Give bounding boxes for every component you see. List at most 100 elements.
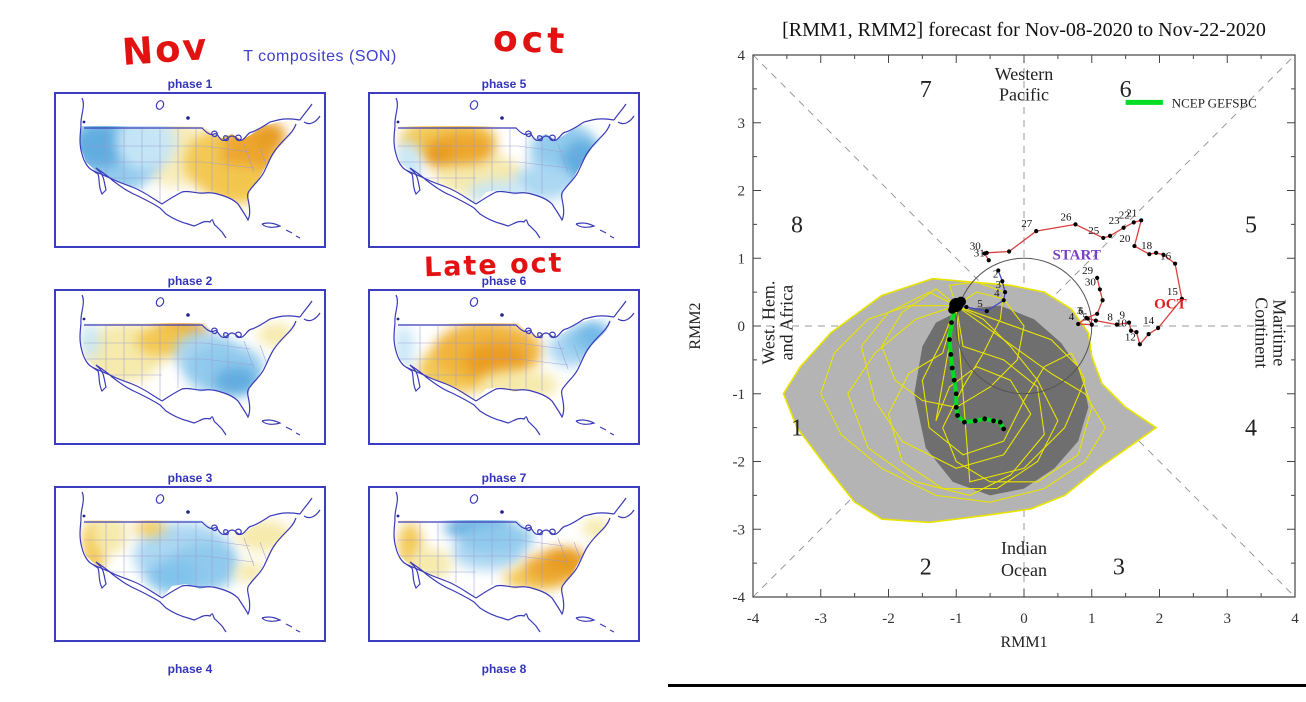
coastlines [393, 97, 635, 239]
map-label: phase 7 [481, 471, 527, 485]
svg-text:22: 22 [1119, 209, 1130, 221]
svg-text:Western: Western [995, 64, 1054, 84]
phase-number-2: 2 [920, 555, 932, 581]
start-label: START [1052, 248, 1100, 264]
svg-text:8: 8 [1107, 312, 1113, 324]
state-borders [396, 523, 583, 596]
composites-title: T composites (SON) [243, 48, 397, 65]
y-tick-label: -1 [733, 387, 746, 403]
x-tick-label: 0 [1020, 611, 1028, 627]
chart-title: [RMM1, RMM2] forecast for Nov-08-2020 to… [782, 19, 1266, 41]
y-tick-label: 1 [738, 251, 746, 267]
x-axis-label: RMM1 [1000, 634, 1047, 651]
svg-text:4: 4 [1069, 311, 1075, 323]
svg-text:31: 31 [974, 247, 985, 259]
map-label: phase 3 [167, 471, 213, 485]
rmm-forecast-panel: 7 6 8 5 1 4 2 3 Western Pacific Indian Ocean West. H… [660, 0, 1306, 702]
us-map-phase-6 [368, 289, 640, 445]
divider-line [668, 684, 1306, 687]
svg-text:Indian: Indian [1001, 538, 1047, 558]
y-tick-label: 3 [738, 116, 746, 132]
coastlines [393, 294, 635, 436]
state-borders [82, 523, 269, 596]
x-tick-label: 3 [1224, 611, 1232, 627]
us-map-phase-2 [54, 289, 326, 445]
map-label-phase-8: phase 8 [481, 662, 527, 676]
svg-text:30: 30 [1085, 276, 1097, 288]
phase-number-6: 6 [1120, 77, 1132, 103]
x-tick-label: 2 [1156, 611, 1164, 627]
y-tick-label: -4 [733, 590, 746, 606]
svg-text:and Africa: and Africa [777, 285, 797, 360]
svg-text:Ocean: Ocean [1001, 560, 1047, 580]
x-tick-label: -1 [950, 611, 963, 627]
svg-text:9: 9 [1120, 310, 1126, 322]
coastlines [79, 491, 321, 633]
svg-text:26: 26 [1060, 211, 1072, 223]
y-tick-label: 2 [738, 184, 746, 200]
phase-number-1: 1 [791, 416, 803, 442]
phase-number-3: 3 [1113, 555, 1125, 581]
us-map-phase-1 [54, 92, 326, 248]
map-label: phase 5 [481, 77, 527, 91]
svg-text:NCEP GEFSBC: NCEP GEFSBC [1172, 95, 1257, 110]
svg-text:21: 21 [1126, 207, 1137, 219]
svg-text:RMM2: RMM2 [687, 302, 704, 349]
us-map-phase-7 [368, 486, 640, 642]
phase-number-8: 8 [791, 212, 803, 238]
phase-number-7: 7 [920, 77, 932, 103]
map-label: phase 1 [167, 77, 213, 91]
handwritten-annotation-oct: oct [492, 18, 569, 63]
y-axis-label: RMM2 [687, 302, 704, 349]
oct-label: OCT [1154, 296, 1187, 312]
us-map-phase-3 [54, 486, 326, 642]
x-tick-label: 4 [1291, 611, 1299, 627]
state-borders [396, 326, 583, 399]
svg-text:Maritime: Maritime [1269, 299, 1289, 366]
svg-text:16: 16 [1160, 251, 1172, 263]
map-label-phase-4: phase 4 [167, 662, 213, 676]
y-tick-label: 0 [738, 319, 746, 335]
svg-text:Continent: Continent [1251, 297, 1271, 368]
svg-text:23: 23 [1109, 215, 1121, 227]
svg-text:West. Hem.: West. Hem. [759, 281, 779, 365]
x-tick-label: -3 [815, 611, 828, 627]
svg-text:2: 2 [993, 268, 999, 280]
svg-text:25: 25 [1088, 225, 1100, 237]
svg-text:5: 5 [977, 298, 983, 310]
svg-text:6: 6 [1078, 306, 1084, 318]
svg-text:15: 15 [1167, 286, 1179, 298]
svg-text:14: 14 [1143, 315, 1155, 327]
svg-text:20: 20 [1119, 233, 1131, 245]
svg-text:30: 30 [970, 241, 982, 253]
svg-text:12: 12 [1125, 331, 1136, 343]
x-tick-label: 1 [1088, 611, 1096, 627]
map-label: phase 2 [167, 274, 213, 288]
y-tick-label: -2 [733, 455, 746, 471]
svg-text:3: 3 [996, 279, 1002, 291]
svg-text:Pacific: Pacific [999, 84, 1049, 104]
x-tick-label: -2 [882, 611, 895, 627]
coastlines [79, 294, 321, 436]
map-label: phase 6 [481, 274, 527, 288]
y-tick-label: -3 [733, 522, 746, 538]
us-map-phase-5 [368, 92, 640, 248]
svg-text:4: 4 [994, 287, 1000, 299]
svg-text:5: 5 [1082, 312, 1088, 324]
axis-ticks [752, 54, 1296, 598]
svg-text:29: 29 [1082, 265, 1094, 277]
svg-text:18: 18 [1141, 240, 1153, 252]
phase-number-5: 5 [1245, 212, 1257, 238]
handwritten-annotation-nov: Nov [120, 25, 210, 74]
coastlines [79, 97, 321, 239]
forecast-start-cluster [948, 296, 966, 314]
svg-text:27: 27 [1021, 218, 1033, 230]
x-tick-label: -4 [747, 611, 760, 627]
coastlines [393, 491, 635, 633]
phase-number-4: 4 [1245, 416, 1257, 442]
